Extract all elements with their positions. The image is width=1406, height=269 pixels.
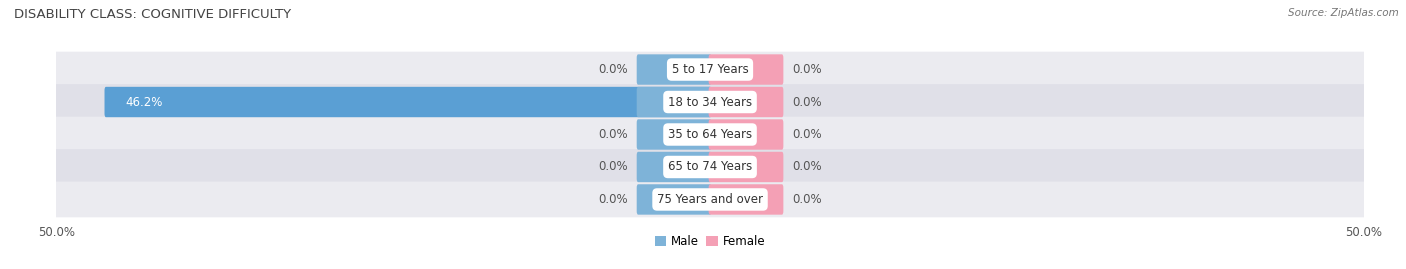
FancyBboxPatch shape (637, 54, 711, 85)
FancyBboxPatch shape (55, 182, 1365, 217)
FancyBboxPatch shape (55, 117, 1365, 152)
FancyBboxPatch shape (709, 152, 783, 182)
Text: 0.0%: 0.0% (793, 95, 823, 108)
Text: 0.0%: 0.0% (598, 63, 627, 76)
Text: 5 to 17 Years: 5 to 17 Years (672, 63, 748, 76)
Text: 65 to 74 Years: 65 to 74 Years (668, 161, 752, 174)
FancyBboxPatch shape (709, 119, 783, 150)
Text: 46.2%: 46.2% (125, 95, 163, 108)
FancyBboxPatch shape (709, 54, 783, 85)
Legend: Male, Female: Male, Female (650, 230, 770, 253)
FancyBboxPatch shape (637, 87, 711, 117)
FancyBboxPatch shape (55, 52, 1365, 87)
Text: Source: ZipAtlas.com: Source: ZipAtlas.com (1288, 8, 1399, 18)
Text: 0.0%: 0.0% (793, 128, 823, 141)
FancyBboxPatch shape (55, 149, 1365, 185)
Text: 0.0%: 0.0% (793, 63, 823, 76)
Text: 35 to 64 Years: 35 to 64 Years (668, 128, 752, 141)
Text: 0.0%: 0.0% (793, 161, 823, 174)
FancyBboxPatch shape (709, 184, 783, 215)
Text: 0.0%: 0.0% (793, 193, 823, 206)
FancyBboxPatch shape (637, 119, 711, 150)
Text: DISABILITY CLASS: COGNITIVE DIFFICULTY: DISABILITY CLASS: COGNITIVE DIFFICULTY (14, 8, 291, 21)
Text: 0.0%: 0.0% (598, 161, 627, 174)
FancyBboxPatch shape (55, 84, 1365, 120)
FancyBboxPatch shape (637, 152, 711, 182)
Text: 75 Years and over: 75 Years and over (657, 193, 763, 206)
FancyBboxPatch shape (104, 87, 711, 117)
Text: 0.0%: 0.0% (598, 128, 627, 141)
Text: 18 to 34 Years: 18 to 34 Years (668, 95, 752, 108)
FancyBboxPatch shape (709, 87, 783, 117)
FancyBboxPatch shape (637, 184, 711, 215)
Text: 0.0%: 0.0% (598, 193, 627, 206)
